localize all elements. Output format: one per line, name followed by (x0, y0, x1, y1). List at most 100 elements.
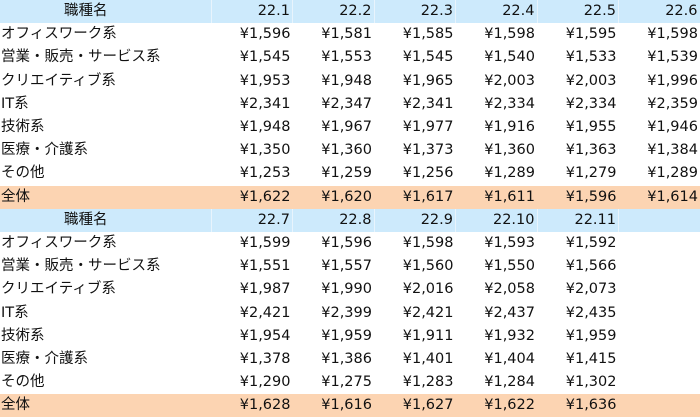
table-row: 医療・介護系 ¥1,378 ¥1,386 ¥1,401 ¥1,404 ¥1,415 (0, 348, 700, 371)
table-row: その他 ¥1,290 ¥1,275 ¥1,283 ¥1,284 ¥1,302 (0, 371, 700, 394)
cell-value: ¥2,016 (402, 281, 454, 298)
row-label: 医療・介護系 (1, 142, 88, 159)
total-row: 全体 ¥1,622 ¥1,620 ¥1,617 ¥1,611 ¥1,596 ¥1,614 (0, 185, 700, 209)
row-label: 職種名 (0, 0, 212, 24)
cell-value: ¥1,932 (484, 327, 535, 344)
row-label: クリエイティブ系 (1, 281, 116, 298)
cell-value: ¥2,341 (402, 95, 454, 112)
cell-value: 22.7 (211, 208, 293, 232)
cell-value: ¥1,987 (239, 281, 291, 298)
cell-value: ¥1,598 (647, 26, 698, 43)
row-label: オフィスワーク系 (1, 26, 117, 43)
cell-value: ¥2,334 (565, 95, 617, 112)
cell-value: ¥1,302 (565, 374, 617, 391)
cell-value: 22.10 (455, 208, 538, 232)
row-label: 技術系 (1, 327, 45, 344)
cell-value (619, 325, 700, 348)
cell-value: ¥1,415 (565, 350, 617, 367)
cell-value: ¥1,585 (402, 26, 454, 43)
cell-value: ¥1,599 (239, 234, 291, 251)
cell-value: ¥1,539 (647, 49, 698, 66)
cell-value: ¥1,360 (484, 142, 535, 159)
cell-value: 22.1 (211, 0, 293, 24)
cell-value: ¥1,946 (647, 119, 698, 136)
row-label: オフィスワーク系 (1, 234, 117, 251)
cell-value: ¥1,551 (239, 258, 291, 275)
cell-value: ¥1,581 (321, 26, 372, 43)
cell-value (619, 301, 700, 324)
cell-value: ¥1,557 (321, 258, 372, 275)
total-row: 全体 ¥1,628 ¥1,616 ¥1,627 ¥1,622 ¥1,636 (0, 394, 700, 418)
table-row: IT系 ¥2,341 ¥2,347 ¥2,341 ¥2,334 ¥2,334 ¥2,359 (0, 93, 700, 116)
cell-value: 22.2 (292, 0, 375, 24)
table-row: その他 ¥1,253 ¥1,259 ¥1,256 ¥1,289 ¥1,279 ¥1,289 (0, 162, 700, 185)
cell-value: ¥1,284 (484, 374, 535, 391)
cell-value: ¥2,399 (321, 304, 372, 321)
cell-value: ¥1,596 (321, 234, 372, 251)
row-label: IT系 (1, 304, 29, 321)
cell-value: ¥1,360 (321, 142, 372, 159)
cell-value: ¥1,560 (402, 258, 454, 275)
cell-value: ¥2,073 (565, 281, 617, 298)
cell-value: ¥1,279 (565, 165, 617, 182)
cell-value: ¥1,598 (484, 26, 535, 43)
table-row: 技術系 ¥1,954 ¥1,959 ¥1,911 ¥1,932 ¥1,959 (0, 325, 700, 348)
cell-value: ¥1,967 (321, 119, 372, 136)
cell-value: 22.9 (374, 208, 456, 232)
cell-value: ¥2,003 (565, 72, 617, 89)
cell-value: ¥1,636 (537, 394, 619, 418)
cell-value: ¥1,627 (374, 394, 456, 418)
cell-value: ¥1,948 (321, 72, 372, 89)
cell-value: ¥2,435 (565, 304, 617, 321)
row-label: 全体 (0, 394, 211, 418)
cell-value: ¥1,363 (565, 142, 617, 159)
table-row: オフィスワーク系 ¥1,596 ¥1,581 ¥1,585 ¥1,598 ¥1,595 ¥1… (0, 23, 700, 46)
cell-value: ¥1,596 (239, 26, 291, 43)
cell-value: ¥1,275 (321, 374, 372, 391)
cell-value: ¥1,592 (565, 234, 617, 251)
row-label: 営業・販売・サービス系 (1, 258, 161, 275)
cell-value: ¥1,256 (402, 165, 454, 182)
cell-value: ¥1,386 (321, 350, 372, 367)
cell-value: ¥1,533 (565, 49, 617, 66)
row-label: 医療・介護系 (1, 350, 88, 367)
cell-value: 22.6 (618, 0, 700, 24)
cell-value: ¥2,421 (402, 304, 454, 321)
table-row: 医療・介護系 ¥1,350 ¥1,360 ¥1,373 ¥1,360 ¥1,363 ¥1,3… (0, 139, 700, 162)
cell-value: ¥1,384 (647, 142, 698, 159)
table-row: 営業・販売・サービス系 ¥1,551 ¥1,557 ¥1,560 ¥1,550 ¥1,56… (0, 255, 700, 278)
cell-value: ¥1,911 (402, 327, 454, 344)
cell-value: ¥2,347 (321, 95, 372, 112)
cell-value: ¥1,622 (455, 394, 537, 418)
cell-value: ¥2,003 (484, 72, 535, 89)
cell-value (619, 232, 700, 255)
cell-value: ¥1,550 (484, 258, 535, 275)
cell-value: ¥1,916 (484, 119, 535, 136)
cell-value: ¥1,955 (565, 119, 617, 136)
cell-value: ¥1,622 (211, 185, 293, 209)
cell-value: ¥1,959 (321, 327, 372, 344)
cell-value: ¥1,617 (374, 185, 456, 209)
cell-value: ¥1,948 (239, 119, 291, 136)
cell-value: ¥1,953 (239, 72, 291, 89)
row-label: クリエイティブ系 (1, 72, 116, 89)
cell-value (619, 348, 700, 371)
row-label: 職種名 (0, 208, 212, 232)
cell-value: ¥2,341 (239, 95, 291, 112)
cell-value: ¥1,593 (484, 234, 535, 251)
row-label: 全体 (0, 185, 211, 209)
cell-value (619, 255, 700, 278)
cell-value: ¥1,404 (484, 350, 535, 367)
cell-value (619, 278, 700, 301)
table-row: クリエイティブ系 ¥1,987 ¥1,990 ¥2,016 ¥2,058 ¥2,073 (0, 278, 700, 301)
cell-value (618, 208, 700, 232)
cell-value: 22.3 (374, 0, 456, 24)
cell-value: ¥1,283 (402, 374, 454, 391)
cell-value: ¥1,595 (565, 26, 617, 43)
cell-value: ¥1,553 (321, 49, 372, 66)
cell-value: ¥1,290 (239, 374, 291, 391)
cell-value: ¥1,620 (292, 185, 374, 209)
cell-value: 22.4 (455, 0, 538, 24)
cell-value: ¥1,611 (455, 185, 537, 209)
cell-value: ¥1,401 (402, 350, 454, 367)
